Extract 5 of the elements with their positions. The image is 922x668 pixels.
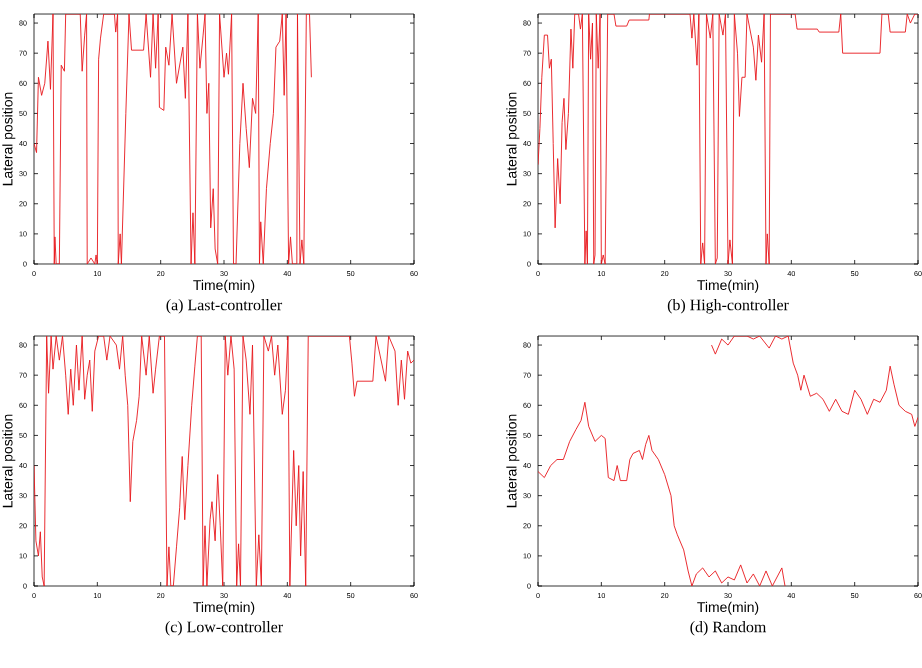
line-series xyxy=(34,336,414,586)
line-series xyxy=(538,401,786,586)
line-series xyxy=(34,14,312,264)
line-series xyxy=(538,14,918,264)
line-series xyxy=(711,336,918,427)
